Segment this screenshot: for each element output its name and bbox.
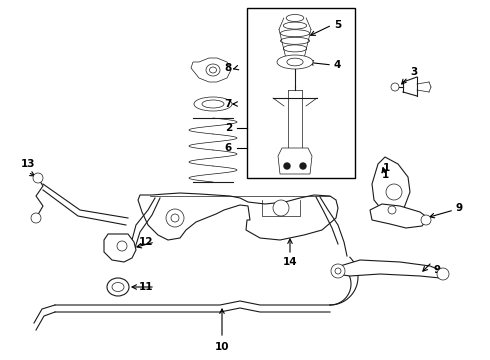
Text: 12: 12 [139, 237, 153, 247]
Text: 5: 5 [334, 20, 341, 30]
Text: 8: 8 [225, 63, 232, 73]
Ellipse shape [286, 14, 304, 22]
Text: 9: 9 [456, 203, 463, 213]
Text: 6: 6 [225, 143, 232, 153]
Text: 13: 13 [21, 159, 35, 169]
Ellipse shape [280, 30, 310, 37]
Polygon shape [370, 204, 428, 228]
Polygon shape [104, 234, 136, 262]
Ellipse shape [277, 55, 313, 69]
Text: 10: 10 [215, 342, 229, 352]
Polygon shape [278, 148, 312, 174]
Text: 1: 1 [382, 163, 390, 173]
Ellipse shape [202, 100, 224, 108]
Circle shape [437, 268, 449, 280]
Text: 7: 7 [224, 99, 232, 109]
Circle shape [166, 209, 184, 227]
Circle shape [331, 264, 345, 278]
Ellipse shape [283, 45, 307, 52]
Circle shape [335, 268, 341, 274]
Text: 3: 3 [410, 67, 417, 77]
Circle shape [117, 241, 127, 251]
Text: 1: 1 [381, 170, 389, 180]
Circle shape [391, 83, 399, 91]
Ellipse shape [206, 64, 220, 76]
Circle shape [33, 173, 43, 183]
Circle shape [284, 163, 290, 169]
Text: 2: 2 [225, 123, 232, 133]
Polygon shape [191, 58, 231, 82]
Ellipse shape [287, 58, 303, 66]
Circle shape [421, 215, 431, 225]
Circle shape [386, 184, 402, 200]
Circle shape [31, 213, 41, 223]
Circle shape [273, 200, 289, 216]
Text: 11: 11 [139, 282, 153, 292]
Ellipse shape [107, 278, 129, 296]
Bar [247, 8, 355, 178]
Ellipse shape [112, 283, 124, 292]
Ellipse shape [283, 22, 307, 29]
Polygon shape [336, 260, 445, 278]
Text: 4: 4 [334, 60, 342, 70]
Text: 14: 14 [283, 257, 297, 267]
Ellipse shape [280, 37, 310, 44]
Polygon shape [372, 157, 410, 214]
Circle shape [171, 214, 179, 222]
Ellipse shape [210, 67, 217, 73]
Polygon shape [138, 193, 338, 240]
Ellipse shape [194, 97, 232, 111]
Circle shape [388, 206, 396, 214]
Circle shape [300, 163, 306, 169]
Text: 9: 9 [433, 265, 440, 275]
